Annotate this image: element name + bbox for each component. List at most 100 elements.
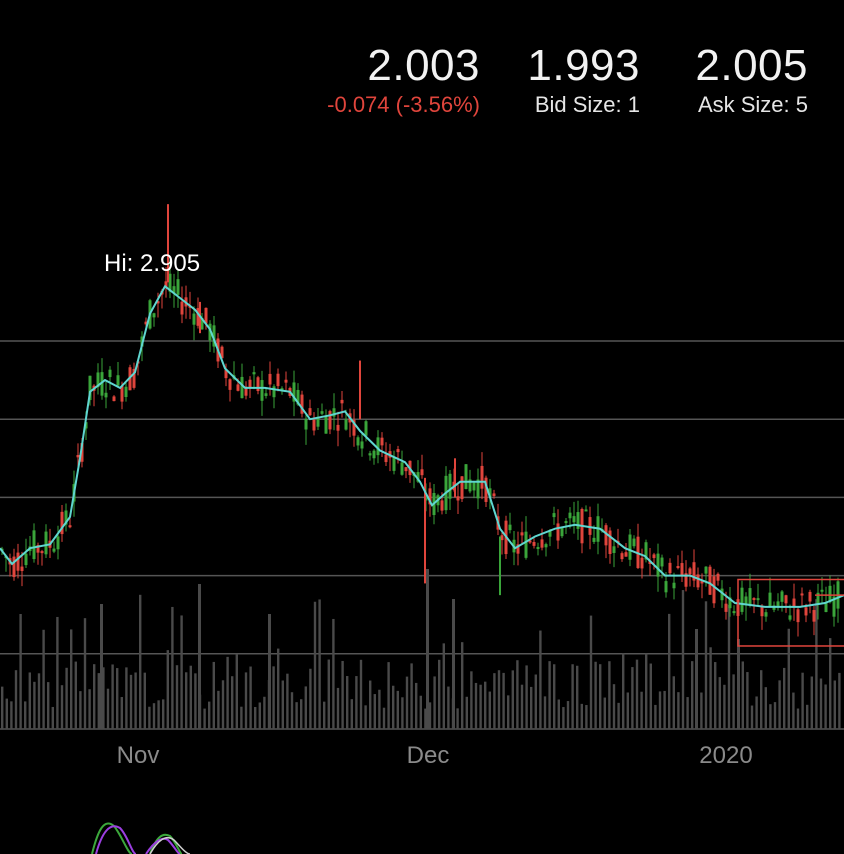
volume-bar [773,702,777,729]
volume-bar [599,664,602,729]
volume-bar [700,692,703,729]
candle-body [724,603,728,612]
volume-bar [240,706,243,729]
candle-body [832,596,836,617]
candle-body [376,437,380,456]
volume-bar [37,673,41,729]
candle-body [64,510,68,525]
candle-body [292,382,296,402]
candle-body [316,416,320,427]
volume-bar [479,684,482,729]
candle-body [708,566,712,595]
candle-body [112,396,116,402]
volume-bar [258,702,261,729]
ask-size: Ask Size: 5 [697,92,808,117]
candle-body [660,557,664,567]
volume-bar [493,673,496,729]
candle-body [808,591,812,602]
candle-body [396,449,400,453]
volume-bar [631,667,634,729]
candle-body [752,598,756,601]
volume-bar [277,648,280,729]
volume-bar [189,665,192,729]
volume-bar [313,601,317,729]
volume-bar [470,671,473,729]
candle-body [748,588,752,606]
candle-body [632,538,636,547]
volume-bar [819,678,823,729]
candle-body [480,465,484,489]
volume-bar [157,700,160,729]
candle-body [380,437,384,446]
volume-bar-spike [100,604,103,729]
volume-bar [419,695,422,729]
volume-bar [221,680,225,729]
candle-body [340,399,344,404]
bid-size: Bid Size: 1 [534,92,640,117]
x-axis-labels: Nov Dec 2020 [117,742,753,769]
volume-bar [511,670,514,729]
candle-body [792,598,796,608]
candle-body [540,539,544,548]
candle-body [404,467,408,472]
candle-body [544,544,548,548]
candle-body [824,602,828,613]
volume-bar [346,676,349,729]
candle-body [576,512,580,529]
volume-bar [829,638,832,729]
candle-body [492,493,496,497]
volume-bar [783,667,786,729]
candle-body [384,454,388,463]
volume-bar [723,684,726,729]
candle-body [568,512,572,519]
candle-body [440,500,444,511]
volume-bar [152,703,156,729]
candle-body [548,530,552,537]
volume-bar [714,662,717,729]
candle-body [240,376,244,399]
volume-bar [387,662,390,729]
candle-body [344,419,348,430]
candle-body [704,566,708,574]
candle-body [204,307,208,324]
volume-bar [815,599,818,729]
candle-body [44,531,48,555]
candle-body [88,375,92,401]
candle-body [680,563,684,576]
volume-bar [60,685,64,729]
volume-bar [33,681,36,729]
volume-bar [42,629,45,729]
candle-body [460,476,464,500]
candle-body [744,596,748,606]
volume-bar-spike [268,614,271,729]
x-tick-2: 2020 [699,742,752,769]
volume-bar [74,661,77,729]
volume-bar [102,667,105,729]
candle-body [100,372,104,396]
candle-body [528,540,532,543]
candle-body [264,393,268,396]
volume-bar [1,686,4,729]
candle-body [180,301,184,315]
candle-body [676,566,680,569]
ask-price: 2.005 [695,41,808,90]
volume-bar-spike [426,569,429,729]
candle-body [456,496,460,501]
candle-body [508,524,512,531]
volume-bar [543,696,547,729]
candle-body [624,552,628,557]
volume-bar [507,695,510,729]
volume-bar [741,661,744,729]
volume-bar [750,705,754,729]
candle-body [164,281,168,288]
candle-body [588,517,592,535]
volume-bar [134,672,137,729]
volume-bar [677,692,680,729]
candle-body [304,418,308,430]
candle-body [696,574,700,588]
candle-body [400,462,404,475]
candle-body [176,279,180,295]
candle-body [12,556,16,578]
candle-body [76,455,80,458]
